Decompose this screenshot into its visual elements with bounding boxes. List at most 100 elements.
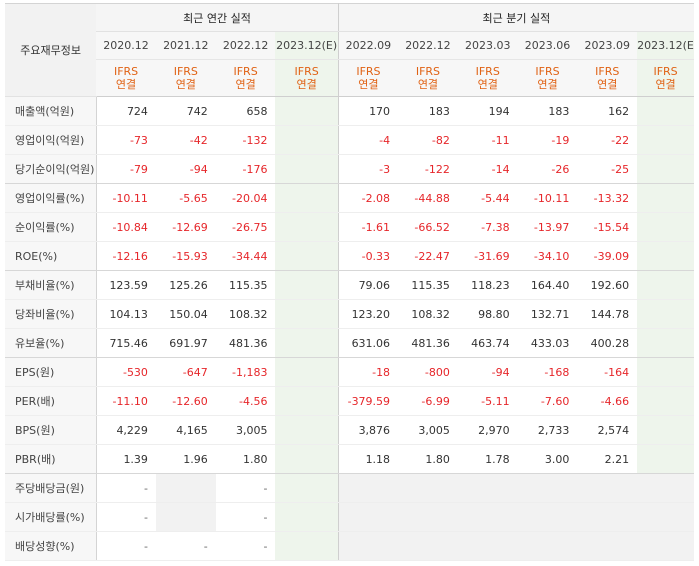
data-cell — [275, 212, 339, 242]
data-cell — [275, 328, 339, 358]
data-cell: 108.32 — [398, 299, 458, 329]
ifrs-label: IFRS — [653, 65, 678, 78]
data-cell: 463.74 — [457, 328, 518, 358]
data-cell: -26.75 — [215, 212, 276, 242]
table-row: 매출액(억원) 724 742 658 170 183 194 183 162 — [5, 96, 694, 126]
data-cell — [338, 531, 399, 561]
accounting-type-1: IFRS 연결 — [155, 59, 216, 97]
data-cell — [577, 531, 638, 561]
financial-summary-table: 주요재무정보 최근 연간 실적 최근 분기 실적 2020.12 2021.12 2… — [5, 3, 694, 561]
data-cell — [637, 154, 694, 184]
data-cell: -11 — [457, 125, 518, 155]
data-cell: -15.54 — [577, 212, 638, 242]
data-cell: - — [215, 502, 276, 532]
table-row: EPS(원) -530 -647 -1,183 -18 -800 -94 -168 -164 — [5, 357, 694, 387]
data-cell: -34.44 — [215, 241, 276, 271]
row-label: 시가배당률(%) — [5, 502, 97, 532]
data-cell: -22 — [577, 125, 638, 155]
data-cell: 724 — [96, 96, 156, 126]
row-label: 영업이익률(%) — [5, 183, 97, 213]
data-cell: 400.28 — [577, 328, 638, 358]
row-label: EPS(원) — [5, 357, 97, 387]
annual-period-1: 2021.12 — [155, 31, 216, 60]
data-cell — [517, 531, 578, 561]
data-cell — [155, 502, 216, 532]
data-cell — [275, 502, 339, 532]
data-cell: -66.52 — [398, 212, 458, 242]
data-cell — [398, 502, 458, 532]
table-row: 유보율(%) 715.46 691.97 481.36 631.06 481.36 463.… — [5, 328, 694, 358]
data-cell — [637, 473, 694, 503]
accounting-type-4: IFRS 연결 — [338, 59, 399, 97]
data-cell: -12.69 — [155, 212, 216, 242]
data-cell: -42 — [155, 125, 216, 155]
data-cell: -6.99 — [398, 386, 458, 416]
data-cell: 3,876 — [338, 415, 399, 445]
data-cell: -12.60 — [155, 386, 216, 416]
data-cell: 162 — [577, 96, 638, 126]
data-cell — [637, 270, 694, 300]
data-cell: 98.80 — [457, 299, 518, 329]
data-cell: -164 — [577, 357, 638, 387]
data-cell: 115.35 — [398, 270, 458, 300]
table-row: 시가배당률(%) - - — [5, 502, 694, 532]
data-cell: -25 — [577, 154, 638, 184]
data-cell: -800 — [398, 357, 458, 387]
row-label: PBR(배) — [5, 444, 97, 474]
data-cell: -34.10 — [517, 241, 578, 271]
data-cell: -132 — [215, 125, 276, 155]
data-cell: -82 — [398, 125, 458, 155]
consolidated-label: 연결 — [655, 78, 676, 91]
data-cell: -7.60 — [517, 386, 578, 416]
annual-period-2: 2022.12 — [215, 31, 276, 60]
quarterly-period-3: 2023.06 — [517, 31, 578, 60]
row-label: 배당성향(%) — [5, 531, 97, 561]
ifrs-label: IFRS — [415, 65, 441, 78]
data-cell: 79.06 — [338, 270, 399, 300]
data-cell: 115.35 — [215, 270, 276, 300]
data-cell: -4 — [338, 125, 399, 155]
data-cell: -79 — [96, 154, 156, 184]
accounting-type-5: IFRS 연결 — [398, 59, 458, 97]
consolidated-label: 연결 — [597, 78, 618, 91]
data-cell — [637, 444, 694, 474]
data-cell: -11.10 — [96, 386, 156, 416]
data-cell — [517, 502, 578, 532]
data-cell — [457, 531, 518, 561]
consolidated-label: 연결 — [537, 78, 558, 91]
data-cell: -5.11 — [457, 386, 518, 416]
data-cell: 4,229 — [96, 415, 156, 445]
data-cell: 123.20 — [338, 299, 399, 329]
data-cell: -7.38 — [457, 212, 518, 242]
data-cell: -379.59 — [338, 386, 399, 416]
data-cell — [637, 299, 694, 329]
data-cell: -22.47 — [398, 241, 458, 271]
data-cell: -5.44 — [457, 183, 518, 213]
data-cell: 192.60 — [577, 270, 638, 300]
data-cell: 481.36 — [215, 328, 276, 358]
data-cell — [637, 125, 694, 155]
data-cell — [577, 502, 638, 532]
consolidated-label: 연결 — [115, 78, 137, 91]
data-cell — [637, 502, 694, 532]
table-row: 영업이익률(%) -10.11 -5.65 -20.04 -2.08 -44.88 -5.4… — [5, 183, 694, 213]
accounting-type-8: IFRS 연결 — [577, 59, 638, 97]
table-row: ROE(%) -12.16 -15.93 -34.44 -0.33 -22.47 -31.6… — [5, 241, 694, 271]
data-cell: 1.96 — [155, 444, 216, 474]
annual-results-header: 최근 연간 실적 — [96, 3, 339, 32]
data-cell: 123.59 — [96, 270, 156, 300]
row-label-header: 주요재무정보 — [5, 3, 97, 97]
data-cell: -31.69 — [457, 241, 518, 271]
data-cell: -12.16 — [96, 241, 156, 271]
annual-period-3: 2023.12(E) — [275, 31, 339, 60]
data-cell: 104.13 — [96, 299, 156, 329]
accounting-type-2: IFRS 연결 — [215, 59, 276, 97]
data-cell: - — [215, 531, 276, 561]
data-cell: -20.04 — [215, 183, 276, 213]
data-cell — [275, 125, 339, 155]
row-label: 매출액(억원) — [5, 96, 97, 126]
data-cell — [457, 502, 518, 532]
data-cell: 108.32 — [215, 299, 276, 329]
data-cell — [155, 473, 216, 503]
data-cell: 4,165 — [155, 415, 216, 445]
